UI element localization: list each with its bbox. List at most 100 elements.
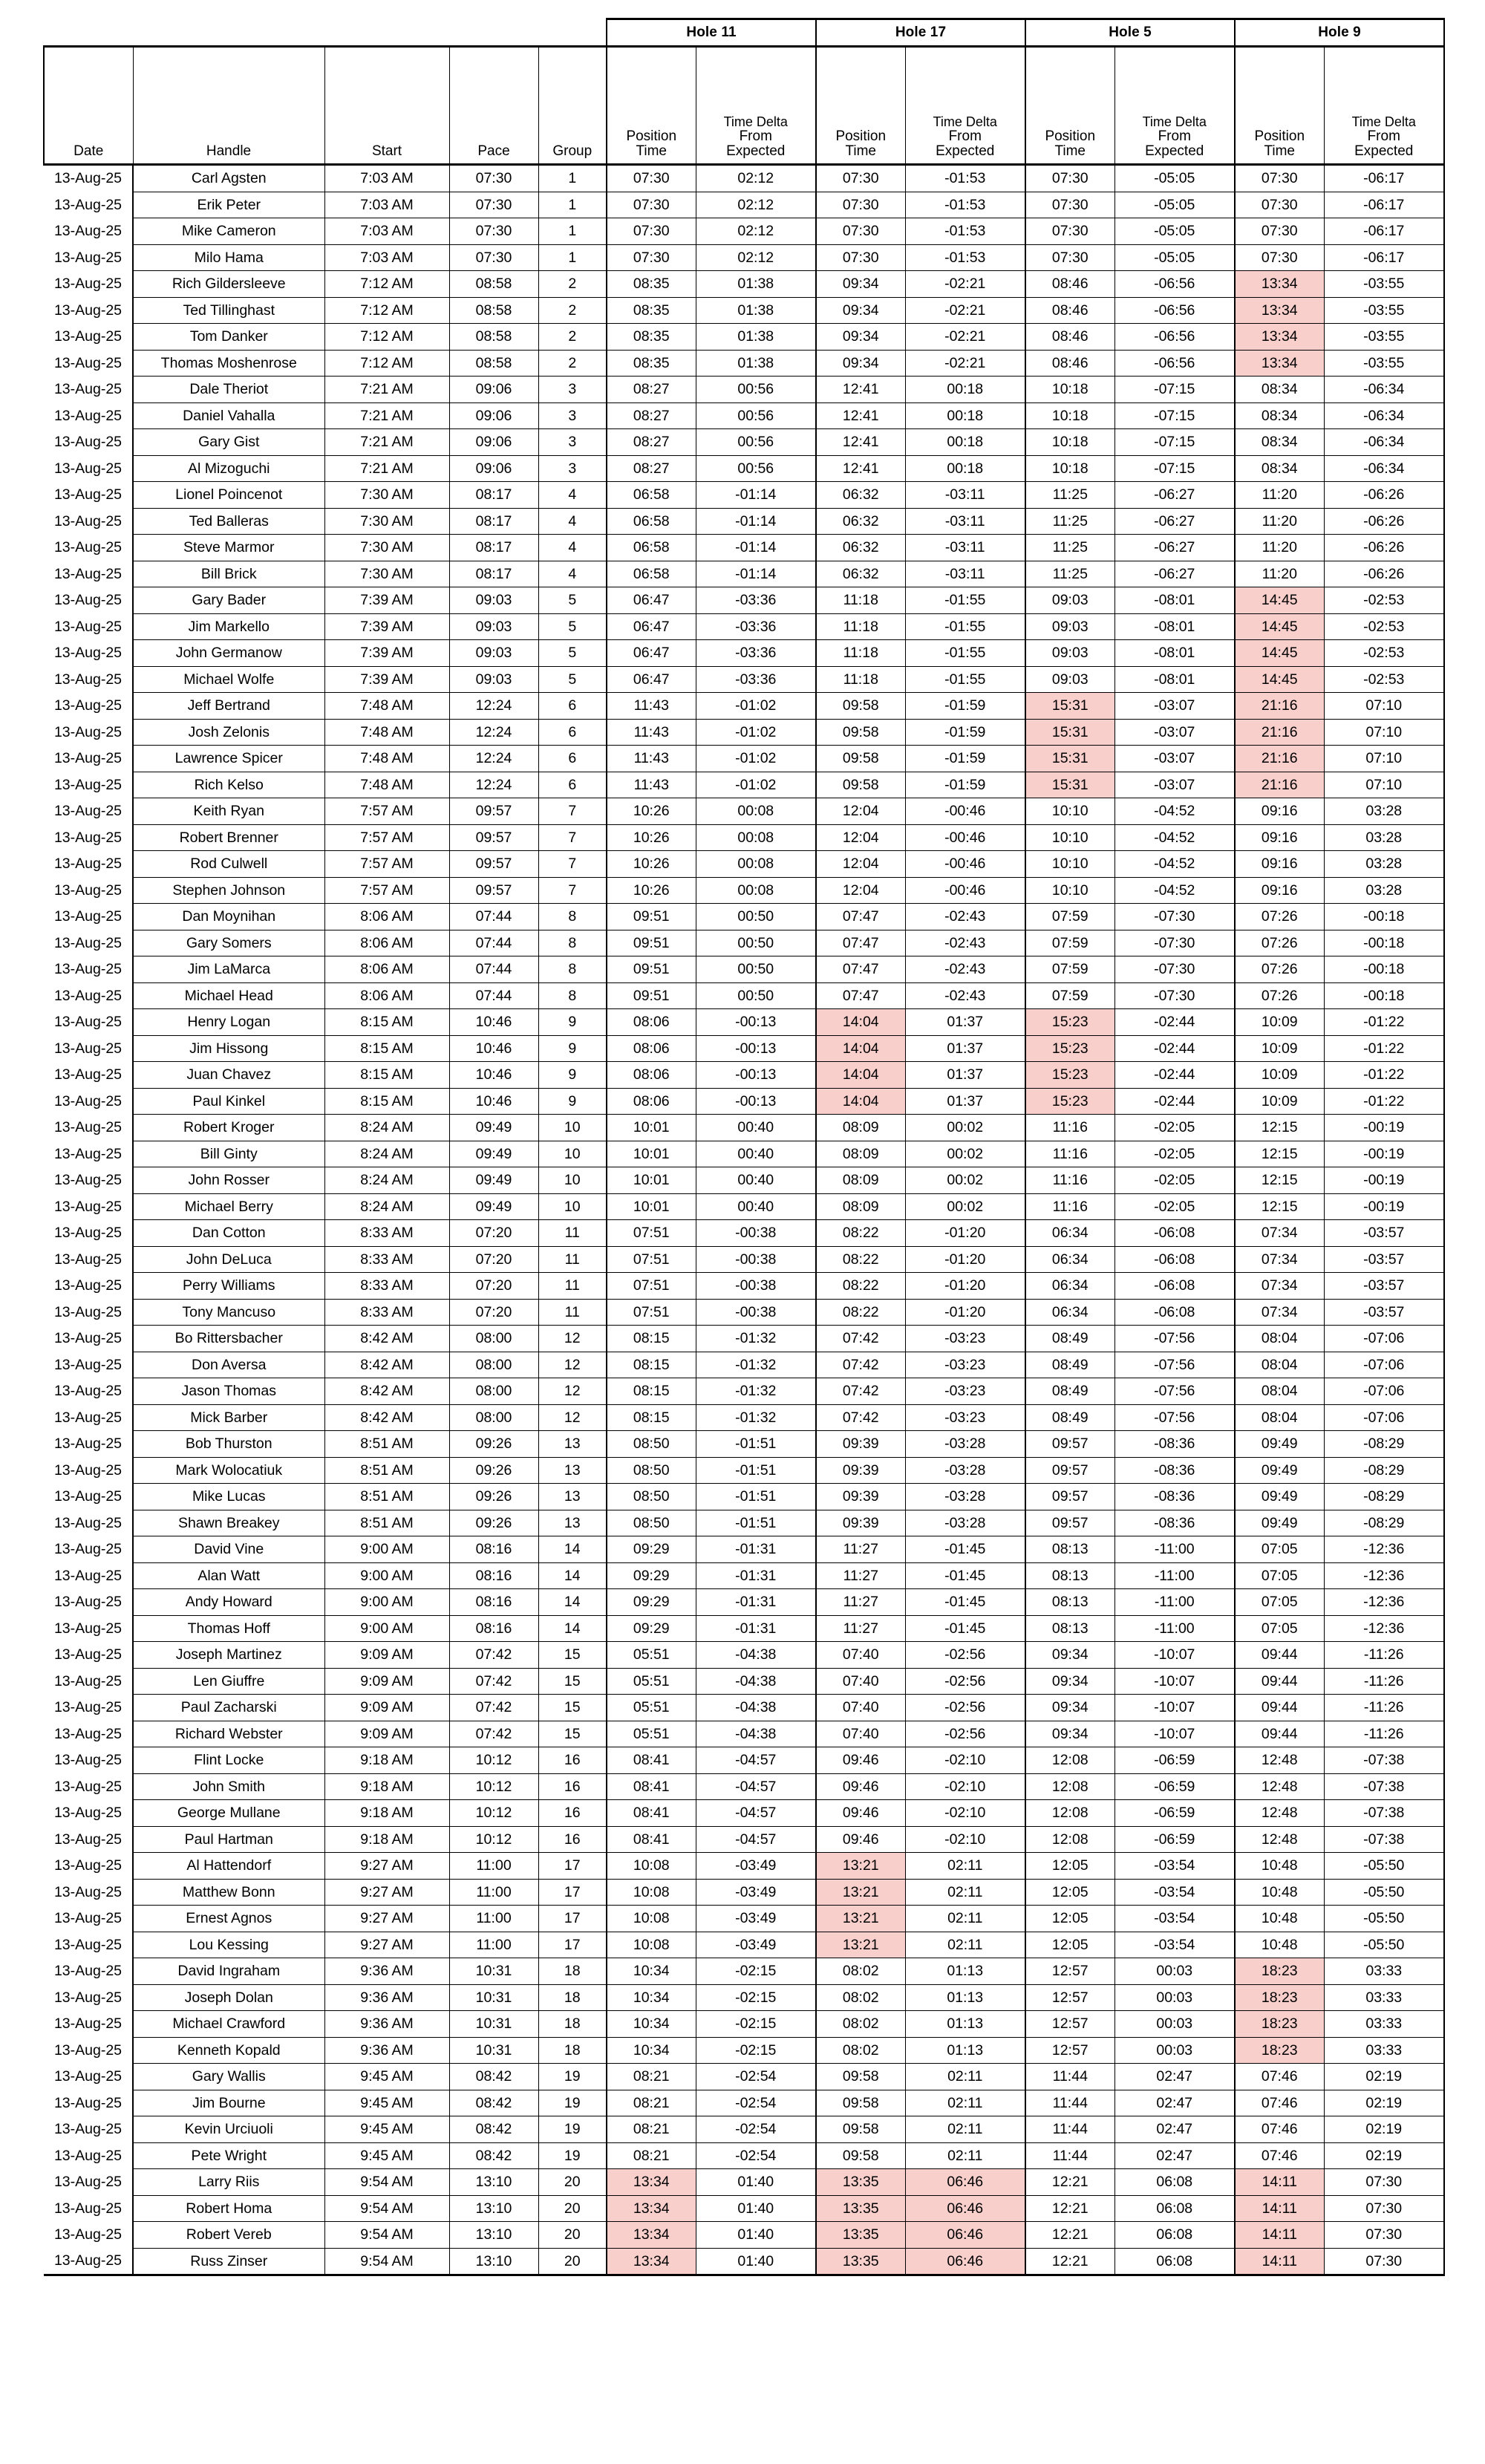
cell-handle: Henry Logan <box>132 1008 325 1036</box>
cell-hole11-position-time: 07:51 <box>606 1272 696 1300</box>
cell-hole5-delta: -11:00 <box>1114 1536 1236 1563</box>
cell-pace: 09:03 <box>448 665 539 693</box>
cell-date: 13-Aug-25 <box>44 1167 133 1193</box>
cell-hole5-delta: -10:07 <box>1114 1694 1236 1721</box>
cell-hole17-position-time: 07:47 <box>815 956 906 983</box>
cell-pace: 09:06 <box>448 402 539 429</box>
cell-hole9-delta: -12:36 <box>1323 1562 1445 1589</box>
cell-handle: Andy Howard <box>132 1588 325 1616</box>
cell-date: 13-Aug-25 <box>44 1193 133 1220</box>
cell-start: 9:45 AM <box>324 2089 450 2116</box>
cell-start: 7:57 AM <box>324 824 450 851</box>
cell-group: 10 <box>538 1140 607 1167</box>
cell-pace: 10:31 <box>448 2036 539 2064</box>
cell-hole9-delta: -06:17 <box>1323 191 1445 218</box>
cell-group: 16 <box>538 1825 607 1853</box>
cell-hole5-position-time: 12:21 <box>1025 2221 1115 2249</box>
cell-hole5-delta: -06:56 <box>1114 296 1236 324</box>
cell-date: 13-Aug-25 <box>44 350 133 377</box>
cell-hole9-position-time: 12:48 <box>1234 1747 1325 1774</box>
cell-hole17-position-time: 09:58 <box>815 2089 906 2116</box>
table-row: 13-Aug-25 Stephen Johnson 7:57 AM 09:57 7 10:… <box>44 876 1445 904</box>
cell-handle: David Ingraham <box>132 1958 325 1985</box>
table-row: 13-Aug-25 Michael Wolfe 7:39 AM 09:03 5 06:47… <box>44 665 1445 693</box>
cell-hole17-position-time: 11:27 <box>815 1562 906 1589</box>
cell-date: 13-Aug-25 <box>44 1061 133 1088</box>
cell-handle: John Smith <box>132 1773 325 1800</box>
cell-hole9-position-time: 08:34 <box>1234 376 1325 403</box>
table-body: 13-Aug-25 Carl Agsten 7:03 AM 07:30 1 07:30 02… <box>44 164 1445 2276</box>
table-row: 13-Aug-25 Thomas Hoff 9:00 AM 08:16 14 09:29-… <box>44 1614 1445 1642</box>
cell-group: 18 <box>538 2036 607 2064</box>
cell-start: 7:12 AM <box>324 270 450 298</box>
cell-hole11-delta: -04:57 <box>695 1799 817 1827</box>
cell-hole17-position-time: 07:47 <box>815 929 906 956</box>
cell-hole11-delta: -01:32 <box>695 1378 817 1405</box>
cell-date: 13-Aug-25 <box>44 534 133 561</box>
cell-hole5-position-time: 12:05 <box>1025 1931 1115 1958</box>
cell-hole9-delta: 02:19 <box>1323 2116 1445 2143</box>
cell-group: 1 <box>538 244 607 271</box>
cell-start: 9:27 AM <box>324 1905 450 1932</box>
cell-pace: 07:30 <box>448 218 539 245</box>
cell-hole5-position-time: 10:10 <box>1025 824 1115 851</box>
cell-hole17-position-time: 11:27 <box>815 1614 906 1642</box>
cell-hole17-position-time: 08:02 <box>815 2010 906 2038</box>
table-header: Hole 11 Hole 17 Hole 5 Hole 9 Date Handl… <box>43 18 1445 166</box>
cell-hole11-position-time: 08:35 <box>606 323 696 351</box>
cell-hole9-position-time: 07:05 <box>1234 1614 1325 1642</box>
cell-hole17-delta: -02:56 <box>904 1641 1026 1669</box>
cell-hole17-delta: -02:56 <box>904 1667 1026 1695</box>
cell-date: 13-Aug-25 <box>44 1721 133 1747</box>
cell-handle: John DeLuca <box>132 1245 325 1273</box>
cell-start: 7:12 AM <box>324 323 450 351</box>
cell-handle: Erik Peter <box>132 191 325 218</box>
cell-hole17-position-time: 07:30 <box>815 244 906 271</box>
cell-hole17-delta: 02:11 <box>904 1905 1026 1932</box>
cell-hole17-delta: 00:18 <box>904 402 1026 429</box>
cell-hole9-position-time: 08:04 <box>1234 1404 1325 1431</box>
cell-hole5-position-time: 07:30 <box>1025 244 1115 271</box>
table-row: 13-Aug-25 David Vine 9:00 AM 08:16 14 09:29 -0… <box>44 1536 1445 1563</box>
cell-hole5-position-time: 15:23 <box>1025 1008 1115 1036</box>
cell-pace: 08:00 <box>448 1325 539 1352</box>
cell-handle: Bo Rittersbacher <box>132 1325 325 1352</box>
cell-hole11-position-time: 10:08 <box>606 1878 696 1906</box>
cell-start: 8:33 AM <box>324 1298 450 1326</box>
cell-hole11-position-time: 10:01 <box>606 1114 696 1141</box>
cell-hole11-delta: -01:32 <box>695 1404 817 1431</box>
cell-pace: 10:46 <box>448 1034 539 1062</box>
table-row: 13-Aug-25 Joseph Dolan 9:36 AM 10:31 18 10:34… <box>44 1984 1445 2011</box>
cell-hole17-position-time: 08:02 <box>815 2036 906 2064</box>
cell-hole17-position-time: 09:46 <box>815 1773 906 1800</box>
cell-hole5-delta: -06:08 <box>1114 1219 1236 1247</box>
cell-hole17-position-time: 07:30 <box>815 218 906 245</box>
cell-date: 13-Aug-25 <box>44 1562 133 1589</box>
table-row: 13-Aug-25 John Germanow 7:39 AM 09:03 5 06:47… <box>44 639 1445 667</box>
cell-handle: Kevin Urciuoli <box>132 2116 325 2143</box>
cell-date: 13-Aug-25 <box>44 1510 133 1536</box>
cell-start: 8:06 AM <box>324 903 450 930</box>
cell-hole11-delta: -03:36 <box>695 665 817 693</box>
column-header-handle: Handle <box>132 45 325 166</box>
cell-hole9-delta: 02:19 <box>1323 2089 1445 2116</box>
cell-hole11-delta: 00:08 <box>695 824 817 851</box>
column-header-hole11-delta: Time Delta From Expected <box>695 45 817 166</box>
cell-hole11-delta: -01:32 <box>695 1325 817 1352</box>
cell-hole9-position-time: 07:05 <box>1234 1588 1325 1616</box>
cell-pace: 07:44 <box>448 956 539 983</box>
cell-hole9-delta: -03:55 <box>1323 270 1445 298</box>
cell-hole9-delta: 03:28 <box>1323 850 1445 878</box>
table-row: 13-Aug-25 John DeLuca 8:33 AM 07:20 11 07:51-… <box>44 1245 1445 1273</box>
cell-date: 13-Aug-25 <box>44 772 133 798</box>
cell-hole11-delta: 01:38 <box>695 349 817 377</box>
cell-group: 7 <box>538 824 607 851</box>
cell-pace: 08:16 <box>448 1588 539 1616</box>
cell-date: 13-Aug-25 <box>44 587 133 613</box>
cell-hole9-position-time: 10:09 <box>1234 1008 1325 1036</box>
cell-hole11-delta: -01:51 <box>695 1509 817 1536</box>
cell-handle: Thomas Hoff <box>132 1614 325 1642</box>
cell-hole11-position-time: 13:34 <box>606 2247 696 2276</box>
cell-group: 19 <box>538 2089 607 2116</box>
cell-hole11-position-time: 08:50 <box>606 1430 696 1458</box>
